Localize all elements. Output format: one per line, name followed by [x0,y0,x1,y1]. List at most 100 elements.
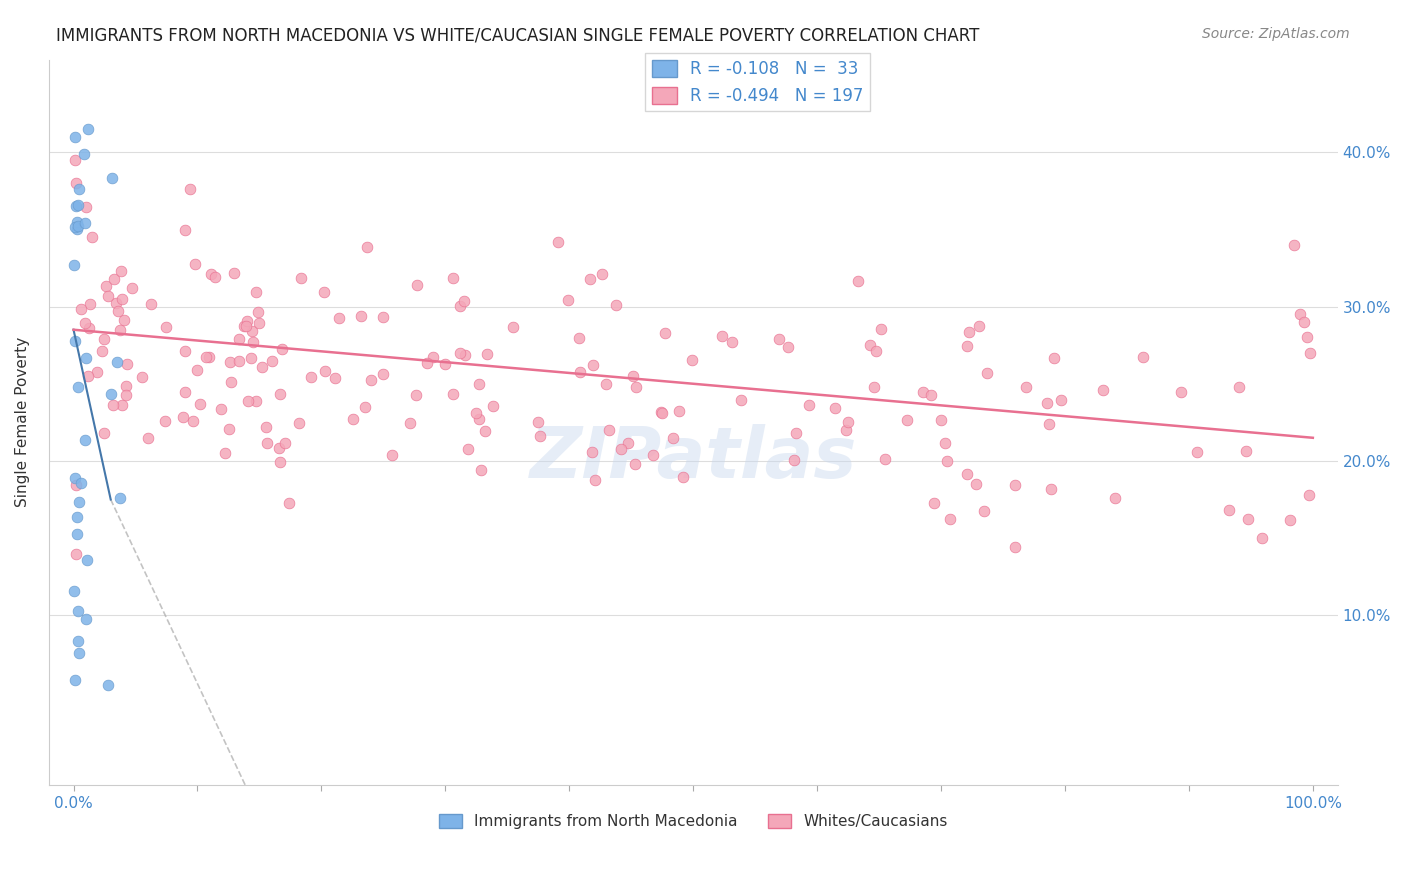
Point [1170,385,1192,400]
Point [270,342,292,356]
Point [624,457,647,471]
Point [967,319,990,334]
Point [783,452,806,467]
Point [66,527,89,541]
Point [269,455,291,469]
Point [235,314,257,328]
Point [323,371,346,385]
Point [721,334,744,349]
Point [105,296,128,310]
Point [103,272,125,286]
Point [1039,482,1062,496]
Point [63,129,86,144]
Point [650,405,672,419]
Point [617,436,640,450]
Point [97,678,120,692]
Point [69,494,91,508]
Point [66,604,89,618]
Point [381,448,404,462]
Point [865,343,887,358]
Point [454,348,477,362]
Point [834,423,856,437]
Point [93,332,115,346]
Point [1036,396,1059,410]
Point [274,436,297,450]
Point [115,379,138,393]
Point [219,354,242,368]
Point [209,401,232,416]
Point [672,469,695,483]
Point [62,258,84,272]
Point [1250,531,1272,545]
Point [681,353,703,368]
Point [956,467,979,482]
Point [65,547,87,561]
Point [837,415,859,429]
Point [1236,512,1258,526]
Point [1227,380,1250,394]
Point [94,278,117,293]
Point [174,385,197,400]
Point [557,293,579,307]
Point [245,393,267,408]
Point [1104,491,1126,506]
Point [569,365,592,379]
Point [108,323,131,337]
Point [153,414,176,428]
Point [260,354,283,368]
Point [976,366,998,380]
Point [1015,380,1038,394]
Point [350,309,373,323]
Point [1092,383,1115,397]
Point [934,436,956,450]
Point [605,298,627,312]
Point [299,370,322,384]
Text: ZIPatlas: ZIPatlas [530,424,856,493]
Point [73,316,96,330]
Point [91,344,114,359]
Point [66,510,89,524]
Point [468,377,491,392]
Point [405,388,427,402]
Point [86,365,108,379]
Point [859,338,882,352]
Point [195,351,218,365]
Point [75,200,97,214]
Point [188,397,211,411]
Point [232,318,254,333]
Point [846,275,869,289]
Point [1132,351,1154,365]
Point [75,434,97,448]
Point [441,271,464,285]
Point [278,495,301,509]
Point [482,399,505,413]
Point [67,380,90,394]
Point [797,398,820,412]
Point [1004,540,1026,554]
Point [529,429,551,443]
Point [204,270,226,285]
Point [75,612,97,626]
Point [155,320,177,334]
Point [235,319,257,334]
Point [920,387,942,401]
Point [115,357,138,371]
Point [228,354,250,368]
Point [228,333,250,347]
Point [354,400,377,414]
Point [82,230,104,244]
Point [924,496,946,510]
Point [183,257,205,271]
Point [247,305,270,319]
Point [610,442,633,457]
Point [328,310,350,325]
Point [75,351,97,365]
Point [1284,237,1306,252]
Point [582,358,605,372]
Point [931,413,953,427]
Point [957,325,980,339]
Point [449,346,471,360]
Point [136,431,159,445]
Point [179,181,201,195]
Point [69,302,91,317]
